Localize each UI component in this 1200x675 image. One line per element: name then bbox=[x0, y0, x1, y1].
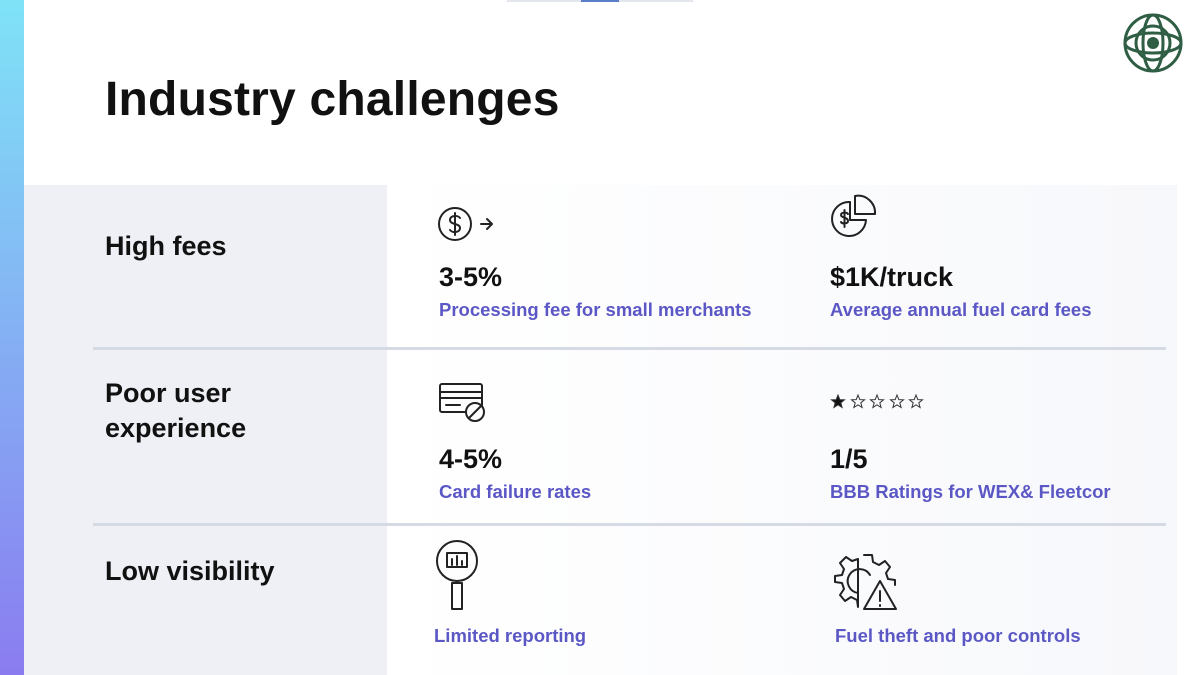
card-icon bbox=[439, 383, 485, 422]
stat: $1K/truck bbox=[830, 262, 954, 292]
row-label: Poor user experience bbox=[105, 378, 247, 443]
slide-title: Industry challenges bbox=[105, 73, 560, 126]
description: Limited reporting bbox=[434, 625, 587, 646]
stat: 3-5% bbox=[439, 262, 503, 292]
description: Card failure rates bbox=[439, 481, 592, 502]
stat: 4-5% bbox=[439, 444, 503, 474]
report-icon bbox=[436, 540, 478, 610]
stat: 1/5 bbox=[830, 444, 868, 474]
description: Average annual fuel card fees bbox=[830, 299, 1092, 320]
content-panel bbox=[387, 185, 1177, 675]
row-separator bbox=[93, 523, 1166, 526]
top-indicator-active bbox=[581, 0, 619, 2]
label-panel bbox=[24, 185, 387, 675]
row-separator bbox=[93, 347, 1166, 350]
logo bbox=[1123, 13, 1183, 73]
row-label: Low visibility bbox=[105, 556, 275, 586]
description: Processing fee for small merchants bbox=[439, 299, 752, 320]
row-label: High fees bbox=[105, 231, 227, 261]
description: BBB Ratings for WEX& Fleetcor bbox=[830, 481, 1111, 502]
description: Fuel theft and poor controls bbox=[835, 625, 1081, 646]
fee-icon bbox=[438, 207, 493, 241]
star-rating-icon bbox=[830, 393, 924, 409]
pie-icon bbox=[831, 194, 877, 237]
accent-bar bbox=[0, 0, 24, 675]
warning-gear-icon bbox=[834, 554, 897, 610]
